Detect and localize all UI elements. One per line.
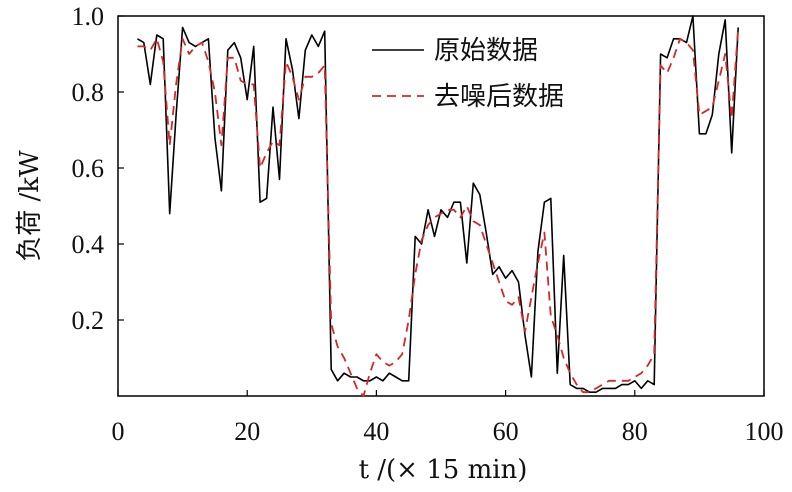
x-tick-label: 20 <box>234 417 260 446</box>
y-axis-label: 负荷 /kW <box>15 150 45 262</box>
x-tick-label: 100 <box>745 417 784 446</box>
y-tick-label: 0.2 <box>72 306 105 335</box>
legend-label-raw-data: 原始数据 <box>434 36 538 66</box>
series-layer <box>136 15 740 397</box>
y-axis-ticks: 0.2 0.4 0.6 0.8 1.0 <box>72 2 124 335</box>
legend-label-denoised-data: 去噪后数据 <box>434 82 564 112</box>
x-tick-label: 60 <box>493 417 519 446</box>
x-tick-label: 80 <box>622 417 648 446</box>
plot-area-border <box>117 15 765 397</box>
y-tick-label: 0.4 <box>72 230 105 259</box>
y-tick-label: 1.0 <box>72 2 105 31</box>
x-tick-label: 40 <box>363 417 389 446</box>
x-axis-label: t /(× 15 min) <box>359 455 528 485</box>
series-line-denoised-data <box>137 27 740 397</box>
x-tick-label: 0 <box>112 417 125 446</box>
y-tick-label: 0.8 <box>72 78 105 107</box>
y-tick-label: 0.6 <box>72 154 105 183</box>
x-axis-ticks: 0 20 40 60 80 100 <box>112 390 784 446</box>
series-line-raw-data <box>136 15 739 394</box>
plot-frame <box>117 15 765 397</box>
